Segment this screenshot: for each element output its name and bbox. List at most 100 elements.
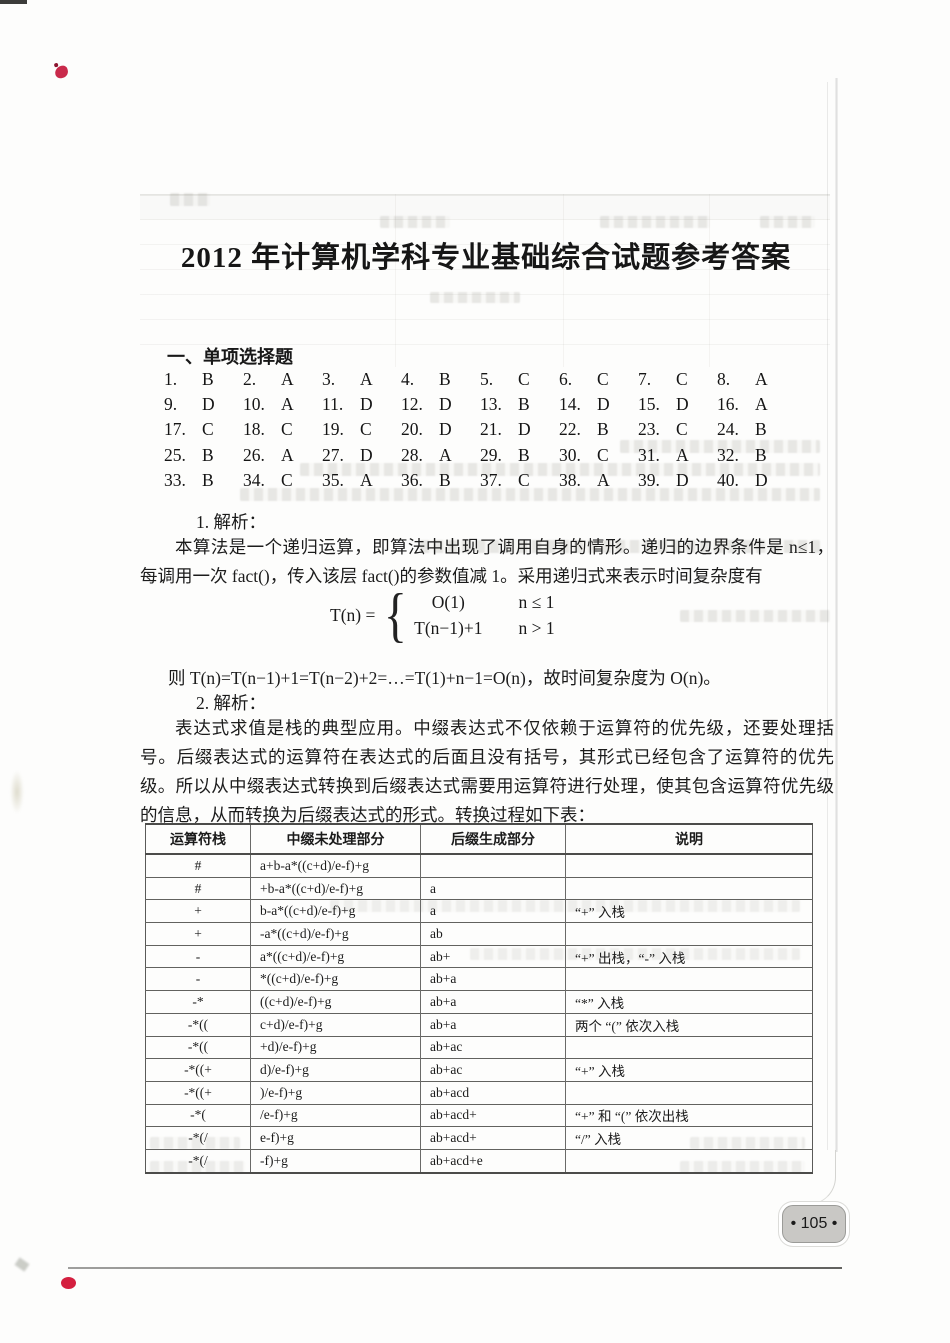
answer-item: 28. A — [401, 444, 452, 465]
table-cell: ab+ac — [420, 1035, 566, 1059]
page-edge-line — [835, 78, 838, 1152]
table-cell: # — [145, 853, 251, 878]
answer-item: 21. D — [480, 419, 531, 440]
red-ink-dot-bottom — [61, 1277, 76, 1289]
infix-to-postfix-conversion-table: 运算符栈 中缀未处理部分 后缀生成部分 说明 # a+b-a*((c+d)/e-f)+g… — [145, 823, 813, 1174]
answer-item: 19. C — [322, 419, 372, 440]
answer-item: 16. A — [717, 394, 768, 415]
table-cell: -* — [145, 990, 251, 1014]
table-cell: “+” 入栈 — [565, 899, 813, 923]
section-heading-single-choice: 一、单项选择题 — [167, 347, 293, 367]
table-cell: b-a*((c+d)/e-f)+g — [250, 899, 421, 923]
answer-grid: 1. B 2. A 3. A 4. B 5. C 6. C 7. C 8. A 9. D 10. A 11. D 12. D 1… — [164, 369, 796, 495]
answer-item: 22. B — [559, 419, 609, 440]
table-cell: *((c+d)/e-f)+g — [250, 967, 421, 991]
table-row: + -a*((c+d)/e-f)+g ab — [145, 922, 813, 946]
answer-item: 40. D — [717, 469, 768, 490]
table-cell: ab+a — [420, 1012, 566, 1036]
table-cell: 两个 “(” 依次入栈 — [565, 1012, 813, 1036]
table-cell: # — [145, 876, 251, 900]
table-cell — [565, 1080, 813, 1105]
page-title: 2012 年计算机学科专业基础综合试题参考答案 — [180, 242, 792, 274]
table-cell: -*(/ — [145, 1148, 251, 1173]
answer-item: 11. D — [322, 394, 373, 415]
answer-item: 9. D — [164, 394, 215, 415]
answer-item: 37. C — [480, 469, 530, 490]
answer-item: 6. C — [559, 369, 609, 389]
table-row: -*((+d)/e-f)+g ab+ac — [145, 1035, 813, 1059]
table-cell — [565, 876, 813, 900]
table-cell: a*((c+d)/e-f)+g — [250, 944, 421, 968]
answer-item: 34. C — [243, 469, 293, 490]
answer-item: 14. D — [559, 394, 610, 415]
answer-item: 1. B — [164, 369, 214, 389]
scan-smudge-bottom — [14, 1257, 30, 1272]
table-cell: -f)+g — [250, 1148, 421, 1173]
table-row: -*((c+d)/e-f)+g ab+a 两个 “(” 依次入栈 — [145, 1012, 813, 1036]
table-cell — [565, 922, 813, 946]
answer-item: 39. D — [638, 469, 689, 490]
table-cell: ab+ — [420, 944, 566, 968]
answer-item: 5. C — [480, 369, 530, 389]
table-cell: e-f)+g — [250, 1126, 421, 1150]
analysis-1-label: 1. 解析： — [196, 512, 266, 532]
table-cell: ab+acd+ — [420, 1126, 566, 1150]
answer-item: 36. B — [401, 469, 451, 490]
table-header-row: 运算符栈 中缀未处理部分 后缀生成部分 说明 — [145, 824, 813, 855]
table-cell — [565, 1148, 813, 1173]
table-cell: ab — [420, 922, 566, 946]
analysis-2-label: 2. 解析： — [196, 693, 266, 713]
bleed-through-ghost-table — [140, 186, 830, 367]
table-row: - a*((c+d)/e-f)+g ab+ “+” 出栈，“-” 入栈 — [145, 944, 813, 968]
table-row: # +b-a*((c+d)/e-f)+g a — [145, 876, 813, 900]
table-cell: +b-a*((c+d)/e-f)+g — [250, 876, 421, 900]
answer-item: 10. A — [243, 394, 294, 415]
answer-item: 15. D — [638, 394, 689, 415]
table-cell: “*” 入栈 — [565, 990, 813, 1014]
table-row: -*((+ d)/e-f)+g ab+ac “+” 入栈 — [145, 1058, 813, 1082]
ghost-text — [760, 216, 815, 228]
red-ink-dot-top — [53, 64, 70, 80]
table-cell: +d)/e-f)+g — [250, 1035, 421, 1059]
table-cell: “+” 入栈 — [565, 1058, 813, 1082]
table-cell: -*( — [145, 1103, 251, 1127]
table-cell: “+” 和 “(” 依次出栈 — [565, 1103, 813, 1127]
table-cell: -*((+ — [145, 1080, 251, 1105]
answer-item: 24. B — [717, 419, 767, 440]
table-cell — [565, 853, 813, 878]
answer-item: 8. A — [717, 369, 768, 389]
formula-case-2-cond: n > 1 — [518, 617, 555, 638]
ghost-text — [300, 463, 820, 476]
answer-item: 7. C — [638, 369, 688, 389]
table-cell: c+d)/e-f)+g — [250, 1012, 421, 1036]
table-cell: -*((+ — [145, 1058, 251, 1082]
table-row: -*(/e-f)+g ab+acd+ “/” 入栈 — [145, 1126, 813, 1150]
ghost-text — [600, 216, 710, 228]
answer-item: 20. D — [401, 419, 452, 440]
table-cell: “+” 出栈，“-” 入栈 — [565, 944, 813, 968]
formula-lhs: T(n) = — [330, 604, 376, 625]
ghost-text — [170, 193, 210, 206]
answer-item: 27. D — [322, 444, 373, 465]
analysis-1-conclusion: 则 T(n)=T(n−1)+1=T(n−2)+2=…=T(1)+n−1=O(n)… — [168, 668, 721, 688]
formula-case-1-cond: n ≤ 1 — [518, 591, 555, 612]
table-header-cell: 后缀生成部分 — [420, 824, 566, 855]
table-cell: ab+a — [420, 967, 566, 991]
table-cell: ((c+d)/e-f)+g — [250, 990, 421, 1014]
table-row: -*(/e-f)+g ab+acd+ “+” 和 “(” 依次出栈 — [145, 1103, 813, 1127]
ghost-text — [240, 488, 820, 501]
table-cell: ab+acd+e — [420, 1148, 566, 1173]
table-cell: /e-f)+g — [250, 1103, 421, 1127]
table-cell: ab+acd — [420, 1080, 566, 1105]
table-cell: -a*((c+d)/e-f)+g — [250, 922, 421, 946]
ghost-text — [380, 216, 450, 228]
table-cell — [565, 967, 813, 991]
answer-item: 25. B — [164, 444, 214, 465]
table-row: # a+b-a*((c+d)/e-f)+g — [145, 853, 813, 878]
ghost-text — [420, 540, 820, 553]
answer-item: 38. A — [559, 469, 610, 490]
answer-item: 33. B — [164, 469, 214, 490]
answer-item: 12. D — [401, 394, 452, 415]
ghost-text — [680, 610, 830, 622]
answer-item: 32. B — [717, 444, 767, 465]
